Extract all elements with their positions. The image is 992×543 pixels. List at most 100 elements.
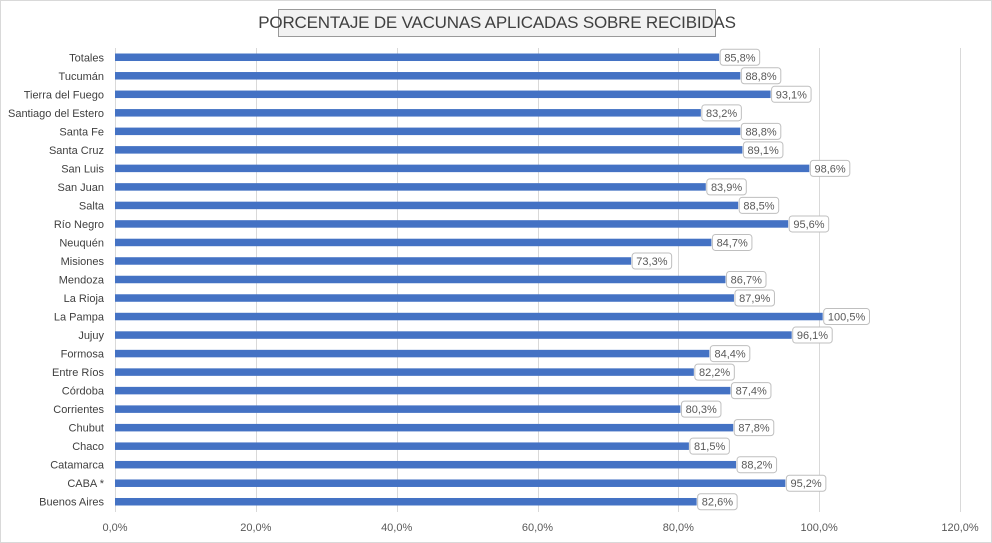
category-label: Santa Cruz bbox=[49, 145, 104, 157]
data-label-box bbox=[689, 437, 730, 455]
data-label: 100,5% bbox=[828, 312, 866, 324]
category-label: La Rioja bbox=[64, 293, 105, 305]
data-label-box bbox=[740, 67, 782, 85]
data-labels: 85,8%88,8%93,1%83,2%88,8%89,1%98,6%83,9%… bbox=[631, 48, 870, 511]
category-label: Chaco bbox=[72, 441, 104, 453]
data-label-box bbox=[697, 493, 738, 511]
data-label-box bbox=[809, 159, 851, 177]
data-label: 83,2% bbox=[706, 108, 737, 120]
category-label: Corrientes bbox=[53, 404, 104, 416]
data-label: 96,1% bbox=[797, 330, 828, 342]
data-label: 88,8% bbox=[745, 126, 776, 138]
bar bbox=[115, 368, 694, 376]
data-label: 95,6% bbox=[793, 219, 824, 231]
data-label-box bbox=[733, 419, 775, 437]
bar bbox=[115, 386, 731, 395]
bar bbox=[115, 146, 743, 154]
category-label: San Juan bbox=[58, 182, 104, 194]
bar bbox=[115, 127, 741, 136]
data-label-box bbox=[694, 363, 735, 381]
category-label: Tierra del Fuego bbox=[24, 89, 104, 101]
data-label-box bbox=[631, 252, 673, 270]
bar bbox=[115, 405, 681, 413]
data-label-box bbox=[823, 308, 870, 326]
data-label: 85,8% bbox=[724, 52, 755, 64]
data-label: 93,1% bbox=[776, 89, 807, 101]
data-label: 89,1% bbox=[748, 145, 779, 157]
category-label: Formosa bbox=[61, 349, 105, 361]
category-label: Misiones bbox=[61, 256, 105, 268]
data-label: 88,2% bbox=[741, 460, 772, 472]
x-tick-label: 80,0% bbox=[663, 522, 694, 534]
data-label-box bbox=[734, 289, 775, 307]
data-label: 73,3% bbox=[636, 256, 667, 268]
x-tick-label: 0,0% bbox=[102, 522, 127, 534]
data-label-box bbox=[711, 233, 753, 251]
category-label: Santiago del Estero bbox=[8, 108, 104, 120]
category-label: La Pampa bbox=[54, 312, 105, 324]
bar bbox=[115, 90, 771, 99]
bar bbox=[115, 109, 701, 117]
category-label: Neuquén bbox=[59, 237, 104, 249]
data-label: 98,6% bbox=[814, 163, 845, 175]
bar bbox=[115, 312, 823, 321]
bar bbox=[115, 294, 734, 302]
data-label-box bbox=[719, 48, 761, 66]
data-label: 95,2% bbox=[791, 478, 822, 490]
data-label-box bbox=[706, 178, 747, 196]
bar bbox=[115, 201, 739, 210]
data-label-box bbox=[771, 85, 812, 103]
x-tick-label: 20,0% bbox=[240, 522, 271, 534]
category-label: Totales bbox=[69, 52, 104, 64]
bar bbox=[115, 497, 697, 506]
chart-title: PORCENTAJE DE VACUNAS APLICADAS SOBRE RE… bbox=[258, 9, 736, 37]
category-label: Santa Fe bbox=[59, 126, 104, 138]
data-label-box bbox=[680, 400, 722, 418]
category-label: Entre Ríos bbox=[52, 367, 104, 379]
x-tick-label: 40,0% bbox=[381, 522, 412, 534]
data-label: 82,6% bbox=[702, 497, 733, 509]
data-label: 82,2% bbox=[699, 367, 730, 379]
category-label: Catamarca bbox=[50, 460, 105, 472]
category-label: CABA * bbox=[67, 478, 104, 490]
x-tick-label: 60,0% bbox=[522, 522, 553, 534]
data-label-box bbox=[740, 122, 782, 140]
value-axis: 0,0% 20,0% 40,0% 60,0% 80,0% 100,0% 120,0% bbox=[102, 522, 978, 534]
data-label-box bbox=[709, 345, 751, 363]
data-label: 84,4% bbox=[714, 349, 745, 361]
bar bbox=[115, 349, 710, 358]
data-label: 87,9% bbox=[739, 293, 770, 305]
data-label-box bbox=[730, 382, 772, 400]
bar bbox=[115, 164, 810, 173]
bar bbox=[115, 442, 689, 450]
category-label: Córdoba bbox=[62, 386, 105, 398]
bar bbox=[115, 238, 712, 247]
data-label-box bbox=[788, 215, 830, 233]
data-label: 81,5% bbox=[694, 441, 725, 453]
category-label: Jujuy bbox=[78, 330, 104, 342]
data-label-box bbox=[785, 474, 827, 492]
category-label: Río Negro bbox=[54, 219, 104, 231]
data-label: 88,5% bbox=[743, 200, 774, 212]
data-label-box bbox=[792, 326, 833, 344]
bar bbox=[115, 479, 786, 487]
bar bbox=[115, 423, 734, 432]
data-label: 83,9% bbox=[711, 182, 742, 194]
category-label: San Luis bbox=[61, 163, 104, 175]
data-label: 84,7% bbox=[717, 237, 748, 249]
bar bbox=[115, 183, 706, 191]
category-label: Buenos Aires bbox=[39, 497, 104, 509]
bar bbox=[115, 331, 792, 339]
bar bbox=[115, 53, 720, 62]
data-label: 88,8% bbox=[745, 71, 776, 83]
x-tick-label: 100,0% bbox=[801, 522, 839, 534]
data-label: 86,7% bbox=[731, 275, 762, 287]
data-label: 87,8% bbox=[738, 423, 769, 435]
category-label: Salta bbox=[79, 200, 105, 212]
category-axis: Totales Tucumán Tierra del Fuego Santiago d… bbox=[8, 52, 105, 508]
x-tick-label: 120,0% bbox=[941, 522, 979, 534]
data-label: 87,4% bbox=[736, 386, 767, 398]
data-label: 80,3% bbox=[686, 404, 717, 416]
bars bbox=[115, 53, 823, 506]
